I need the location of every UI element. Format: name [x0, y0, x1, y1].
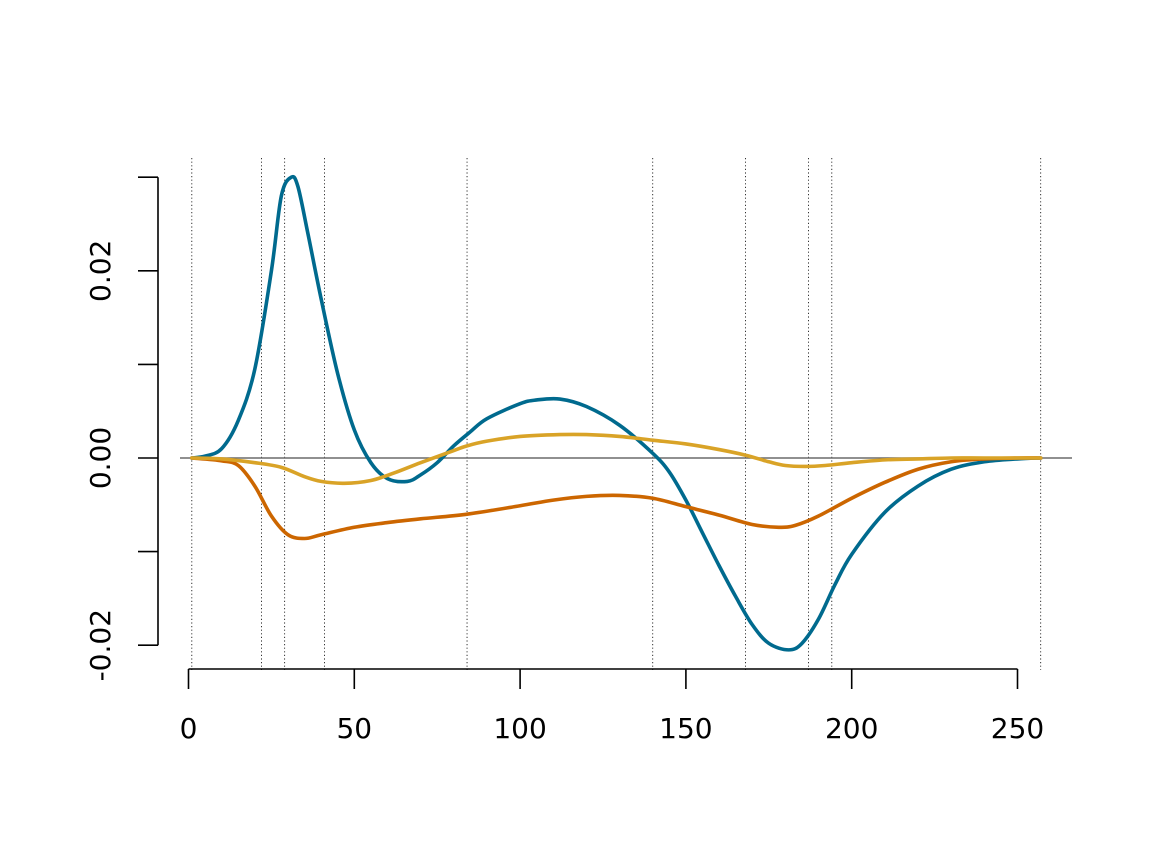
- x-tick-label: 100: [493, 712, 546, 745]
- vertical-reference-lines: [191, 158, 1042, 670]
- x-tick-label: 250: [991, 712, 1044, 745]
- y-tick-label: 0.00: [84, 427, 117, 489]
- y-tick-label: 0.02: [84, 240, 117, 302]
- x-tick-label: 150: [659, 712, 712, 745]
- series-line-2: [190, 456, 1043, 541]
- series-line-3: [190, 432, 1043, 486]
- y-tick-label: -0.02: [84, 609, 117, 681]
- x-tick-label: 50: [336, 712, 372, 745]
- y-axis: -0.02 0.00 0.02: [84, 176, 159, 681]
- series-lines: [190, 174, 1043, 652]
- x-axis: 0 50 100 150 200 250: [180, 668, 1044, 745]
- x-tick-label: 200: [825, 712, 878, 745]
- series-line-1: [190, 174, 1043, 652]
- x-tick-label: 0: [180, 712, 198, 745]
